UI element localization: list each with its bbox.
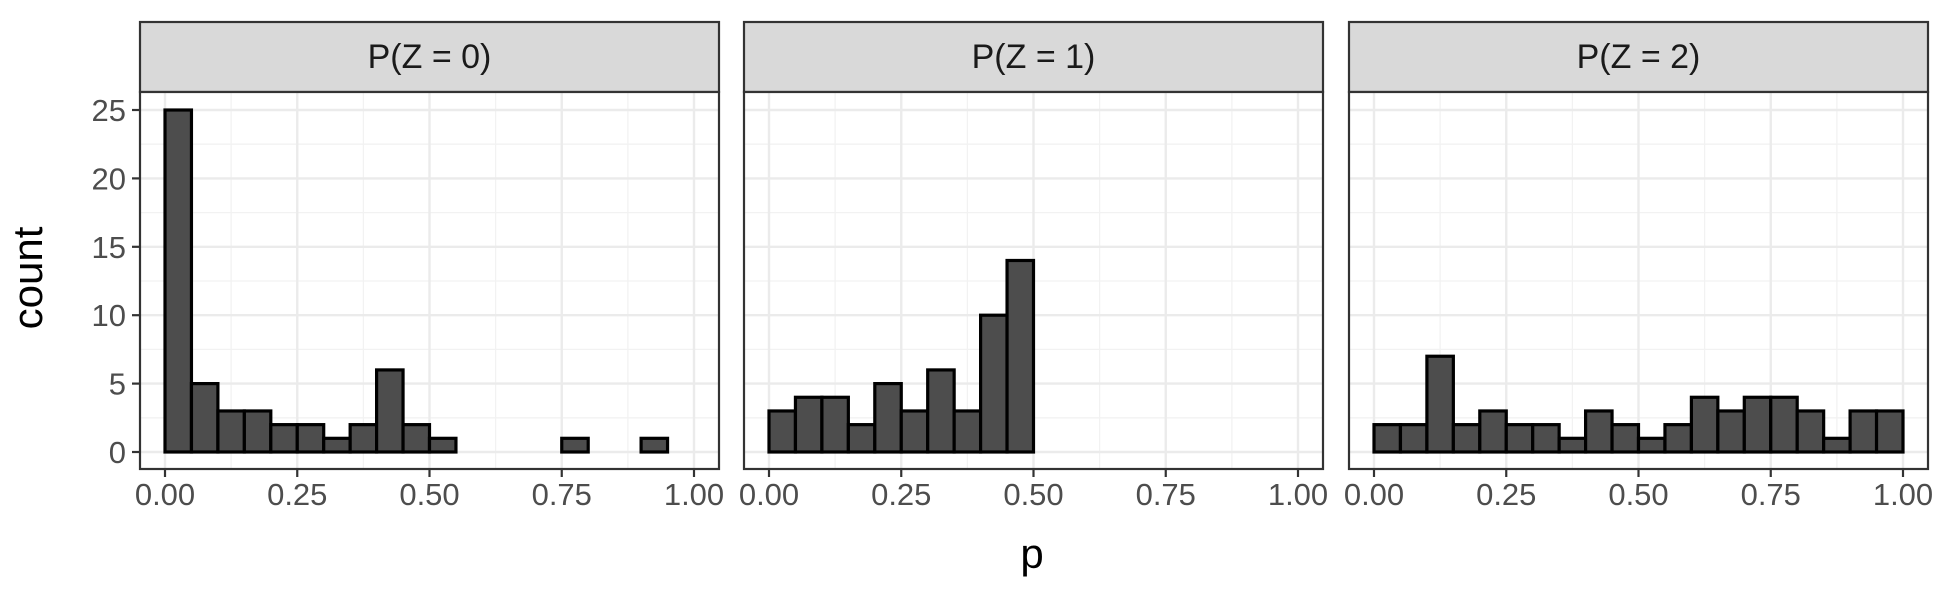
histogram-bar <box>1742 395 1773 454</box>
histogram-bar <box>242 409 273 454</box>
x-tick-label: 0.25 <box>1476 477 1536 512</box>
histogram-bar <box>1689 395 1720 454</box>
x-tick-label: 0.25 <box>267 477 327 512</box>
y-axis: 0 5 10 15 20 25 <box>92 93 140 470</box>
histogram-bar <box>375 368 405 454</box>
x-tick-label: 0.25 <box>871 477 931 512</box>
x-tick-label: 0.50 <box>1003 477 1063 512</box>
x-tick-label: 0.75 <box>1136 477 1196 512</box>
x-tick-label: 1.00 <box>664 477 724 512</box>
histogram-bar <box>1610 423 1641 454</box>
x-tick-label: 0.00 <box>135 477 195 512</box>
histogram-bar <box>1874 409 1905 454</box>
histogram-bar <box>401 423 432 454</box>
facet-strip <box>138 20 721 94</box>
x-tick-label: 1.00 <box>1873 477 1933 512</box>
facet-strip-label: P(Z = 0) <box>368 38 492 76</box>
y-tick-label: 0 <box>109 435 126 470</box>
y-tick-label: 5 <box>109 367 126 402</box>
histogram-bar <box>427 436 458 454</box>
facet-panel-1: P(Z = 1) 0.00 0.25 0.50 0.75 1.00 <box>739 20 1328 512</box>
histogram-bar <box>1372 423 1403 454</box>
histogram-bar <box>1583 409 1614 454</box>
histogram-bar <box>1716 409 1746 454</box>
histogram-bar <box>1478 409 1508 454</box>
facet-panels: P(Z = 0) 0.00 0.25 0.50 0.75 1.00 P(Z = 1) 0.00… <box>135 20 1933 512</box>
histogram-bar <box>1398 423 1429 454</box>
y-axis-title: count <box>4 226 51 329</box>
histogram-bar <box>899 409 930 454</box>
histogram-bar <box>926 368 956 454</box>
histogram-bar <box>1663 423 1693 454</box>
y-tick-label: 10 <box>92 298 126 333</box>
histogram-bar <box>1769 395 1799 454</box>
histogram-bar <box>1557 436 1588 454</box>
x-tick-label: 0.00 <box>739 477 799 512</box>
x-tick-label: 0.75 <box>532 477 592 512</box>
histogram-bar <box>295 423 326 454</box>
histogram-bar <box>846 423 877 454</box>
histogram-bar <box>952 409 983 454</box>
histogram-bar <box>1636 436 1667 454</box>
histogram-bar <box>639 436 670 454</box>
histogram-bar <box>348 423 379 454</box>
y-tick-label: 20 <box>92 161 126 196</box>
histogram-bar <box>1425 354 1455 454</box>
histogram-bar <box>189 382 220 454</box>
histogram-bar <box>873 382 903 454</box>
histogram-bar <box>269 423 299 454</box>
y-tick-label: 25 <box>92 93 126 128</box>
histogram-bar <box>978 313 1009 454</box>
x-axis-title: p <box>1020 530 1043 577</box>
y-tick-label: 15 <box>92 230 126 265</box>
facet-panel-0: P(Z = 0) 0.00 0.25 0.50 0.75 1.00 <box>135 20 724 512</box>
histogram-bar <box>1822 436 1852 454</box>
histogram-bar <box>560 436 590 454</box>
histogram-bar <box>820 395 850 454</box>
histogram-bar <box>322 436 352 454</box>
histogram-bar <box>1795 409 1826 454</box>
facet-strip-label: P(Z = 1) <box>972 38 1096 76</box>
histogram-bar <box>1504 423 1535 454</box>
histogram-bar <box>163 108 194 454</box>
histogram-bar <box>767 409 798 454</box>
x-tick-label: 0.75 <box>1741 477 1801 512</box>
facet-strip <box>1347 20 1930 94</box>
facet-strip-label: P(Z = 2) <box>1577 38 1701 76</box>
x-tick-label: 0.50 <box>399 477 459 512</box>
x-tick-label: 1.00 <box>1268 477 1328 512</box>
histogram-bar <box>1531 423 1561 454</box>
facet-panel-2: P(Z = 2) 0.00 0.25 0.50 0.75 1.00 <box>1344 20 1933 512</box>
x-tick-label: 0.50 <box>1608 477 1668 512</box>
histogram-bar <box>1005 258 1036 454</box>
histogram-bar <box>1848 409 1879 454</box>
histogram-bar <box>793 395 824 454</box>
x-tick-label: 0.00 <box>1344 477 1404 512</box>
histogram-bar <box>216 409 246 454</box>
histogram-bar <box>1451 423 1482 454</box>
